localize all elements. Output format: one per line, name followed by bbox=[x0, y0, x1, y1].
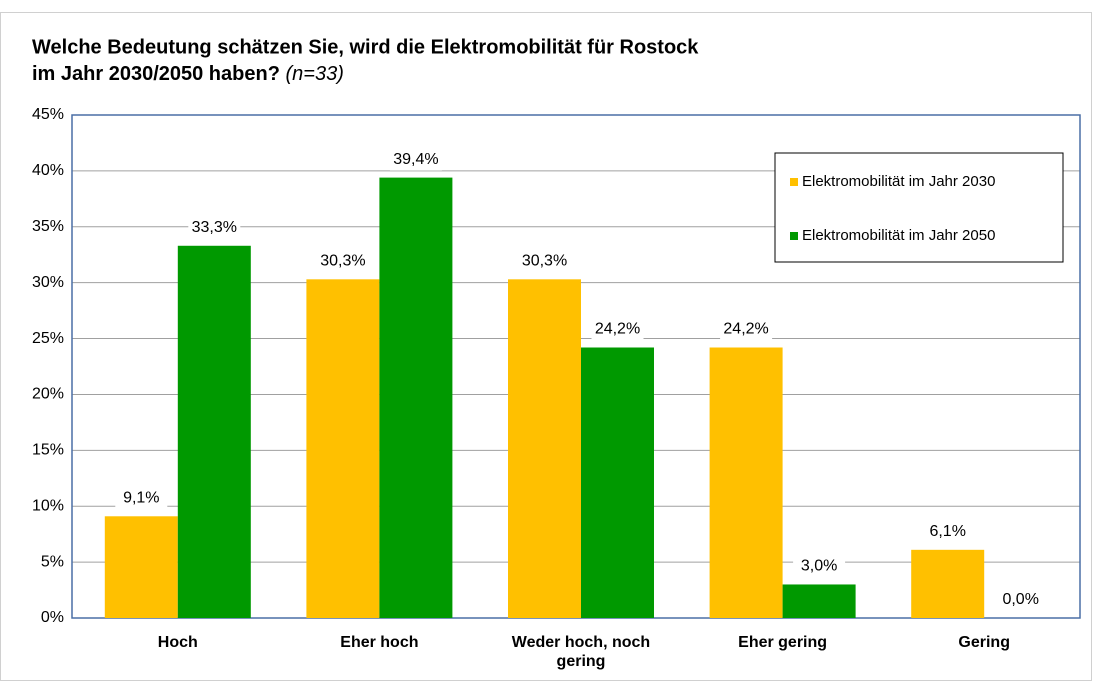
y-tick-label: 5% bbox=[41, 553, 64, 570]
legend-box bbox=[774, 152, 1064, 263]
bar bbox=[508, 279, 581, 618]
data-label: 3,0% bbox=[801, 558, 837, 575]
data-label: 0,0% bbox=[1002, 591, 1038, 608]
bar bbox=[306, 279, 380, 618]
bar bbox=[379, 177, 453, 618]
y-tick-label: 20% bbox=[32, 386, 64, 403]
chart-title: im Jahr 2030/2050 haben? bbox=[32, 63, 280, 85]
label-bg bbox=[921, 520, 974, 543]
chart-title: Welche Bedeutung schätzen Sie, wird die … bbox=[32, 36, 699, 58]
legend-label: Elektromobilität im Jahr 2030 bbox=[802, 173, 995, 190]
x-tick-label: Hoch bbox=[157, 634, 198, 651]
label-bg bbox=[389, 148, 442, 171]
y-tick-label: 0% bbox=[41, 609, 64, 626]
label-bg bbox=[994, 589, 1047, 611]
bar bbox=[709, 347, 783, 618]
legend-label: Elektromobilität im Jahr 2050 bbox=[802, 227, 995, 244]
y-tick-label: 40% bbox=[32, 162, 64, 179]
bar bbox=[782, 584, 856, 618]
x-tick-label: Gering bbox=[958, 634, 1010, 651]
note: (n=33) bbox=[285, 63, 343, 85]
y-tick-label: 45% bbox=[32, 106, 64, 123]
x-tick-label: Eher hoch bbox=[340, 634, 419, 651]
y-tick-label: 15% bbox=[32, 442, 64, 459]
label-bg bbox=[518, 250, 571, 273]
data-label: 33,3% bbox=[192, 219, 237, 236]
data-label: 30,3% bbox=[522, 253, 567, 270]
y-tick-label: 30% bbox=[32, 274, 64, 291]
label-bg bbox=[720, 318, 773, 341]
data-label: 39,4% bbox=[393, 151, 438, 168]
legend-swatch bbox=[790, 232, 798, 240]
y-tick-label: 35% bbox=[32, 218, 64, 235]
label-bg bbox=[793, 555, 846, 578]
data-label: 24,2% bbox=[723, 321, 768, 338]
x-tick-label: Eher gering bbox=[738, 634, 828, 651]
label-bg bbox=[591, 318, 644, 341]
bar bbox=[177, 245, 251, 618]
chart-title: im Jahr 2030/2050 haben? (n=33) bbox=[32, 63, 344, 85]
bar bbox=[581, 347, 654, 618]
legend-swatch bbox=[790, 178, 798, 186]
y-tick-label: 25% bbox=[32, 330, 64, 347]
label-bg bbox=[115, 487, 168, 510]
data-label: 9,1% bbox=[123, 490, 159, 507]
data-label: 30,3% bbox=[320, 253, 365, 270]
bar bbox=[911, 549, 985, 618]
x-tick-label: Weder hoch, noch gering bbox=[511, 634, 651, 670]
label-bg bbox=[188, 216, 241, 239]
label-bg bbox=[316, 250, 369, 273]
y-tick-label: 10% bbox=[32, 497, 64, 514]
data-label: 24,2% bbox=[595, 321, 640, 338]
data-label: 6,1% bbox=[929, 523, 965, 540]
bar bbox=[104, 516, 178, 618]
